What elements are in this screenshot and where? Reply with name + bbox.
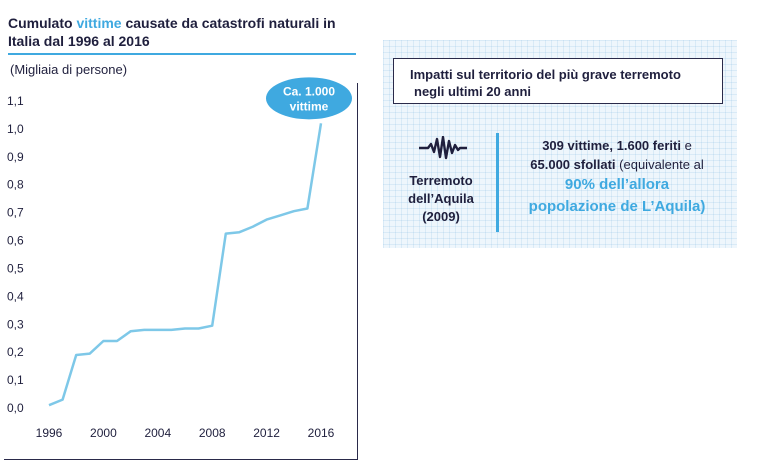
impact-heading-line-1: Impatti sul territorio del più grave ter… [410,67,681,82]
event-name-line-1: Terremoto [409,173,473,188]
y-tick-label: 0,3 [7,317,24,331]
y-tick-label: 0,0 [7,401,24,415]
y-tick-label: 0,8 [7,178,24,192]
line-chart: 0,0 0,1 0,2 0,3 0,4 0,5 0,6 0,7 0,8 0,9 1,0 1,1 1996… [7,77,352,440]
y-tick-label: 0,1 [7,373,24,387]
chart-subtitle: (Migliaia di persone) [10,62,128,77]
detail-victims: 309 vittime, 1.600 feriti [542,138,681,153]
impact-panel: Impatti sul territorio del più grave ter… [383,40,737,248]
series-line [48,123,323,407]
x-tick-label: 2016 [308,426,335,440]
event-name: Terremoto dell’Aquila (2009) [393,172,489,226]
y-tick-label: 0,7 [7,206,24,220]
detail-highlight-2: popolazione de L’Aquila) [528,198,706,215]
y-tick-label: 1,0 [7,122,24,136]
title-text-1: Cumulato [8,15,77,31]
y-tick-label: 0,4 [7,289,24,303]
seismograph-icon [419,136,467,160]
detail-displaced: 65.000 sfollati [530,157,616,172]
callout-label-line-2: vittime [290,99,329,113]
callout-bubble [266,77,352,120]
chart-title: Cumulato vittime causate da catastrofi n… [8,14,354,50]
x-tick-label: 2000 [90,426,117,440]
y-tick-label: 0,2 [7,345,24,359]
chart-frame [4,83,358,460]
title-highlight: vittime [76,15,122,31]
y-tick-label: 0,9 [7,150,24,164]
impact-heading: Impatti sul territorio del più grave ter… [393,58,723,104]
detail-highlight-1: 90% dell’allora [564,176,670,193]
x-tick-label: 2008 [199,426,226,440]
title-text-2: causate da catastrofi naturali in Italia… [8,15,336,49]
event-year: (2009) [422,209,460,224]
y-tick-label: 1,1 [7,94,24,108]
x-tick-label: 2012 [253,426,280,440]
callout-label-line-1: Ca. 1.000 [283,84,335,98]
title-underline [8,53,356,55]
y-tick-label: 0,5 [7,261,24,275]
divider [496,133,499,232]
y-tick-label: 0,6 [7,234,24,248]
x-tick-label: 1996 [36,426,63,440]
x-tick-label: 2004 [144,426,171,440]
impact-detail: 309 vittime, 1.600 feriti e 65.000 sfoll… [505,136,729,218]
chart-panel: Cumulato vittime causate da catastrofi n… [0,0,358,466]
impact-heading-line-2: negli ultimi 20 anni [414,84,532,99]
event-name-line-2: dell’Aquila [408,191,474,206]
detail-conj: e [680,138,692,153]
detail-equivalent: (equivalente al [615,157,704,172]
